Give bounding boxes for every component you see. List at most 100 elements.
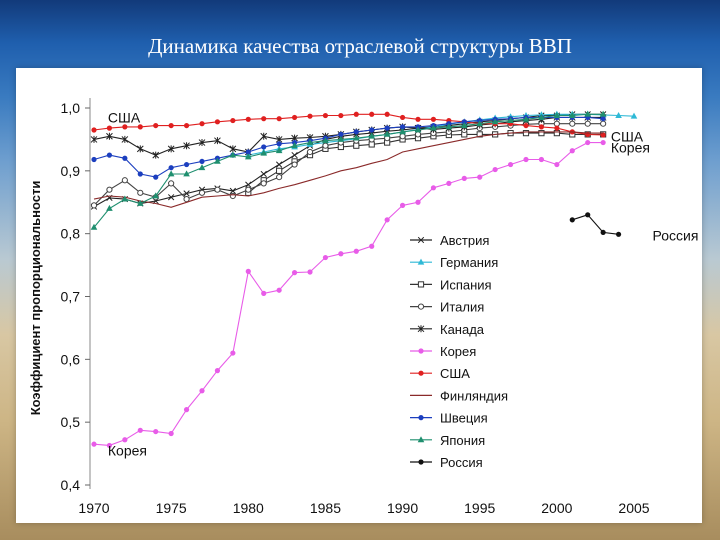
data-point <box>600 132 606 138</box>
legend-label: Канада <box>440 322 485 337</box>
data-point <box>276 287 282 293</box>
data-point <box>214 157 221 164</box>
data-point <box>584 120 591 127</box>
data-point <box>585 212 591 218</box>
chart-legend: Австрия Германия Испания Италия Канада Корея С… <box>410 233 508 470</box>
data-point <box>368 132 376 139</box>
data-point <box>307 113 313 119</box>
data-point <box>291 161 298 168</box>
data-point <box>137 427 143 433</box>
data-point <box>137 124 143 130</box>
data-point <box>153 122 159 129</box>
data-point <box>476 131 483 138</box>
data-point <box>399 114 406 121</box>
legend-item: Россия <box>410 455 483 470</box>
chart-panel: 0,4 0,5 0,6 0,7 0,8 0,9 1,0 1970 1975 1980 1985 199… <box>16 68 702 523</box>
data-point <box>553 130 560 137</box>
data-point <box>90 223 98 230</box>
data-point <box>260 180 267 187</box>
data-point <box>153 174 159 180</box>
data-point <box>414 126 422 133</box>
data-point <box>522 115 530 122</box>
data-point <box>152 192 160 199</box>
data-point <box>399 202 406 208</box>
data-point <box>230 350 236 356</box>
data-point <box>121 177 128 184</box>
data-point <box>322 254 329 261</box>
data-point <box>167 170 175 177</box>
data-point <box>153 428 159 435</box>
data-point <box>338 112 344 119</box>
data-point <box>183 170 190 177</box>
data-point <box>306 148 314 156</box>
data-point <box>417 236 425 244</box>
data-point <box>307 269 313 275</box>
x-tick-label: 2005 <box>618 500 649 516</box>
y-tick-label: 0,8 <box>61 226 81 242</box>
legend-item: Испания <box>410 277 492 292</box>
legend-label: Италия <box>440 300 484 315</box>
x-tick-label: 1985 <box>310 500 341 516</box>
data-point <box>417 258 425 265</box>
data-point <box>415 199 421 205</box>
annotation-label: США <box>108 109 141 125</box>
data-point <box>476 120 484 127</box>
data-point <box>199 388 205 394</box>
data-point <box>229 187 237 195</box>
annotation-label: Россия <box>653 228 699 244</box>
annotation-label: США <box>611 128 644 144</box>
data-point <box>507 161 514 168</box>
data-point <box>260 132 268 140</box>
data-point <box>600 139 606 146</box>
data-point <box>538 130 545 137</box>
data-point <box>417 281 425 288</box>
data-point <box>291 114 298 121</box>
data-point <box>353 248 359 254</box>
data-point <box>198 164 206 171</box>
legend-label: США <box>440 366 470 381</box>
data-point <box>369 127 375 133</box>
data-point <box>198 139 206 147</box>
data-point <box>245 181 252 188</box>
data-point <box>507 116 514 123</box>
data-point <box>214 186 221 193</box>
data-point <box>553 111 561 118</box>
data-point <box>383 130 391 137</box>
data-point <box>183 407 190 413</box>
data-point <box>352 134 360 141</box>
legend-label: Япония <box>440 433 485 448</box>
legend-label: Австрия <box>440 233 489 248</box>
data-point <box>399 133 406 140</box>
data-point <box>418 415 424 421</box>
legend-item: Япония <box>410 433 485 448</box>
series-line <box>93 131 604 208</box>
data-point <box>230 117 236 124</box>
legend-label: Германия <box>440 255 498 270</box>
series-10 <box>569 212 622 237</box>
data-point <box>106 152 113 158</box>
data-point <box>338 131 344 137</box>
series-line <box>93 113 604 228</box>
data-point <box>322 142 329 149</box>
data-point <box>461 175 467 181</box>
data-point <box>418 459 424 465</box>
y-axis-label: Коэффициент пропорциональности <box>28 181 43 416</box>
data-point <box>615 111 622 118</box>
legend-label: Россия <box>440 455 483 470</box>
data-point <box>261 290 267 296</box>
series-line <box>93 142 604 446</box>
annotation-label: Корея <box>611 140 650 156</box>
chart-series <box>90 110 638 449</box>
data-point <box>523 122 529 129</box>
series-7 <box>93 131 604 208</box>
data-point <box>569 120 576 127</box>
x-tick-label: 1970 <box>78 500 109 516</box>
data-point <box>322 112 329 119</box>
data-point <box>306 138 314 145</box>
data-point <box>291 270 298 276</box>
data-point <box>430 116 437 122</box>
data-point <box>430 185 437 191</box>
data-point <box>491 118 499 125</box>
legend-item: Германия <box>410 255 498 270</box>
data-point <box>136 199 144 206</box>
